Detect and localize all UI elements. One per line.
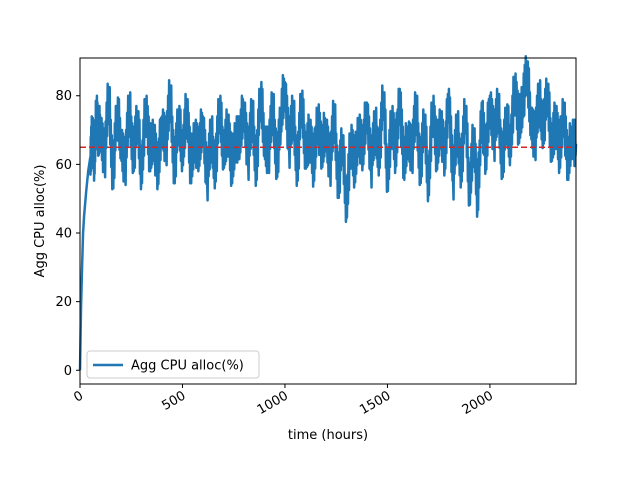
y-tick-label: 0 bbox=[64, 364, 72, 379]
y-tick-label: 80 bbox=[55, 89, 72, 104]
legend-box bbox=[86, 350, 260, 379]
plot-frame bbox=[79, 57, 577, 385]
legend-entry-label: Agg CPU alloc(%) bbox=[131, 359, 244, 374]
x-axis-label: time (hours) bbox=[288, 428, 368, 443]
y-tick-label: 40 bbox=[55, 227, 72, 242]
series-layer bbox=[78, 55, 578, 371]
y-axis-ticks: 0 20 40 60 80 bbox=[55, 89, 80, 379]
y-tick-label: 60 bbox=[55, 158, 72, 173]
legend: Agg CPU alloc(%) bbox=[86, 350, 260, 379]
series-line-agg-cpu-alloc bbox=[78, 55, 578, 371]
y-tick-label: 20 bbox=[55, 295, 72, 310]
y-axis-label: Agg CPU alloc(%) bbox=[33, 165, 48, 278]
